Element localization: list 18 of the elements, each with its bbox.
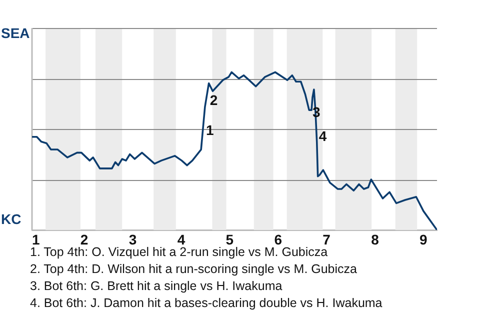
text: 1. Top 4th: O. Vizquel hit a 2-run single vs M. Gubicza xyxy=(30,245,328,259)
x-tick-label: 8 xyxy=(371,231,380,248)
x-tick-label: 6 xyxy=(274,231,282,248)
text: 4. Bot 6th: J. Damon hit a bases-clearing double vs H. Iwakuma xyxy=(30,295,382,312)
x-tick-label: 4 xyxy=(177,231,186,248)
text: SEA xyxy=(1,24,30,41)
annotation: 1 xyxy=(206,122,214,138)
x-tick-label: 3 xyxy=(128,231,137,248)
x-tick-label: 7 xyxy=(322,231,331,248)
x-tick-label: 9 xyxy=(420,231,428,248)
text: 2. Top 4th: D. Wilson hit a run-scoring single vs M. Gubicza xyxy=(30,261,358,278)
text: KC xyxy=(1,210,22,227)
annotation: 2 xyxy=(210,92,218,108)
x-tick-label: 1 xyxy=(32,231,40,248)
annotation: 4 xyxy=(318,128,327,144)
text: 3. Bot 6th: G. Brett hit a single vs H. Iwakuma xyxy=(30,278,284,295)
x-tick-label: 2 xyxy=(80,231,88,248)
x-tick-label: 5 xyxy=(226,231,234,248)
